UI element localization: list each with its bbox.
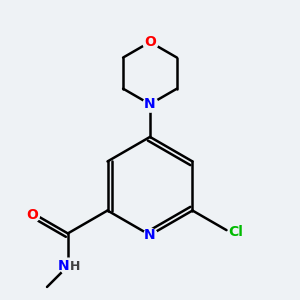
Text: N: N [58,259,70,273]
Text: O: O [144,35,156,49]
Text: H: H [70,260,80,273]
Text: Cl: Cl [228,225,243,239]
Text: N: N [144,97,156,111]
Text: N: N [144,228,156,242]
Text: O: O [26,208,38,222]
